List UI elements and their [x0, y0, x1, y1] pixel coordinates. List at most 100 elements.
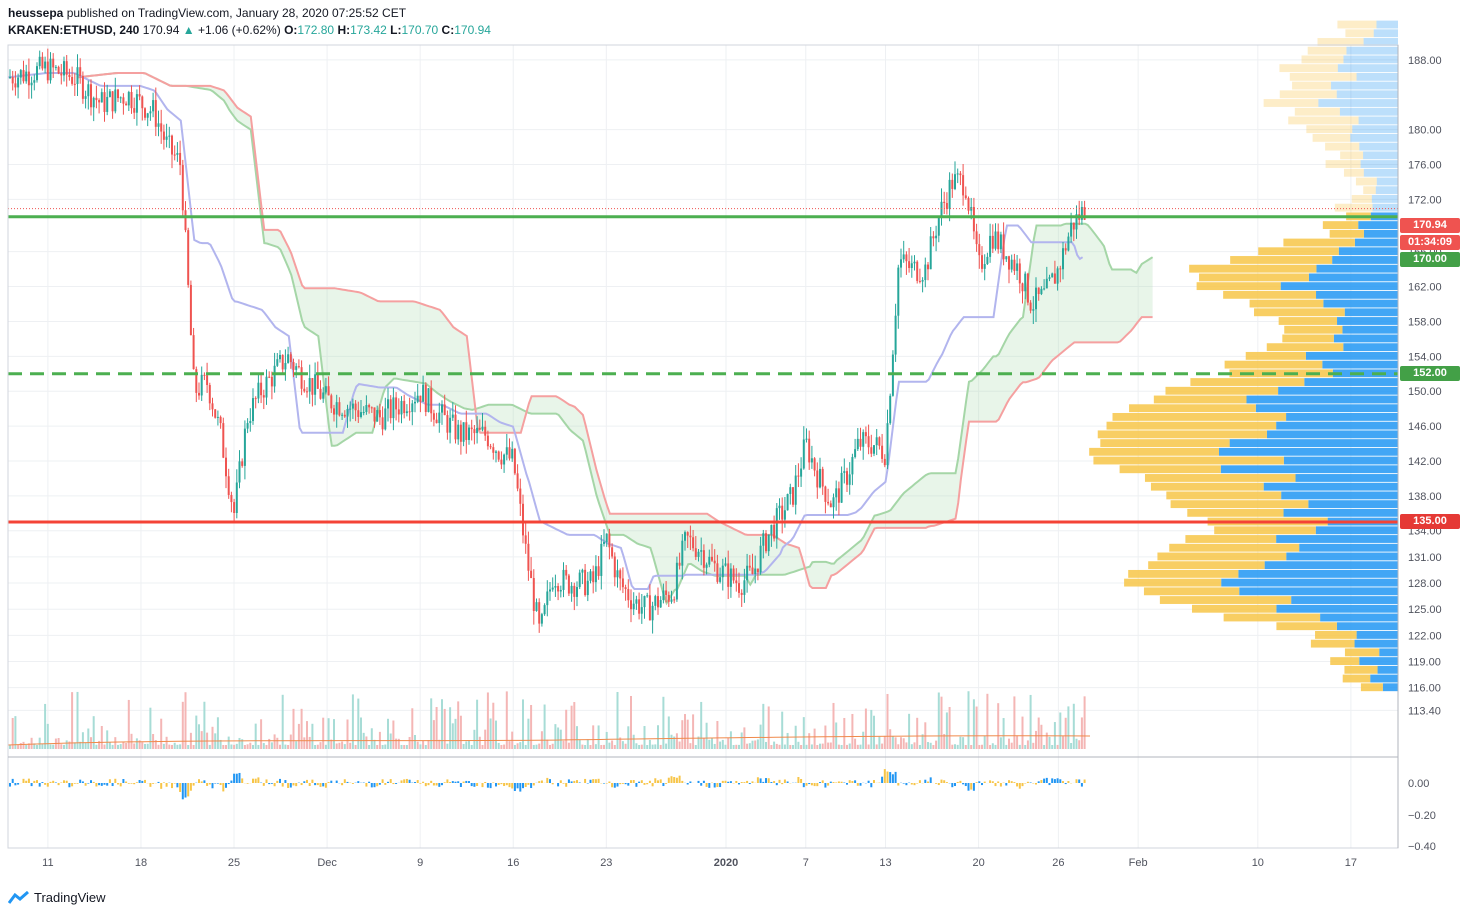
- volume-profile-up: [1382, 683, 1398, 692]
- oscillator-bar: [775, 783, 778, 786]
- candle: [735, 568, 738, 592]
- candle: [1035, 277, 1037, 322]
- volume-bar: [908, 713, 911, 749]
- candle: [211, 397, 214, 417]
- volume-bar: [686, 719, 689, 749]
- candle: [638, 592, 641, 620]
- volume-bar: [1005, 744, 1008, 749]
- candle-body: [106, 96, 109, 112]
- volume-bar: [945, 712, 948, 749]
- candle-body: [576, 587, 578, 597]
- volume-bar: [427, 740, 430, 749]
- candle: [276, 353, 279, 367]
- candle: [384, 397, 387, 431]
- candle-body: [594, 566, 597, 583]
- tradingview-logo-icon: [8, 890, 29, 904]
- candle-body: [108, 91, 111, 97]
- candle: [1059, 265, 1062, 283]
- oscillator-bar: [589, 779, 592, 783]
- volume-bar: [659, 744, 662, 749]
- candle: [135, 89, 138, 126]
- volume-bar: [219, 739, 222, 749]
- candle-body: [981, 255, 983, 269]
- volume-bar: [883, 735, 886, 749]
- volume-bar: [694, 744, 697, 749]
- volume-profile-down: [1166, 491, 1282, 500]
- volume-bar: [462, 744, 465, 749]
- footer-brand[interactable]: TradingView: [8, 890, 106, 905]
- candle: [854, 438, 857, 459]
- candle-body: [900, 259, 902, 268]
- candle-body: [41, 56, 44, 69]
- volume-bar: [627, 726, 630, 749]
- candle: [859, 427, 862, 451]
- candle-body: [846, 471, 848, 485]
- candle-body: [1002, 234, 1005, 260]
- candle-body: [567, 575, 570, 594]
- volume-profile-down: [1342, 674, 1371, 683]
- volume-bar: [532, 744, 535, 749]
- candle-body: [157, 123, 160, 127]
- volume-bar: [1013, 696, 1016, 749]
- candle-body: [743, 580, 746, 595]
- candle: [686, 531, 689, 548]
- oscillator-bar: [662, 783, 665, 787]
- candle-body: [802, 439, 805, 469]
- oscillator-bar: [994, 783, 997, 787]
- volume-bar: [11, 717, 14, 749]
- volume-bar: [365, 736, 368, 749]
- candle: [846, 467, 848, 492]
- candle: [913, 255, 916, 271]
- volume-profile-down: [1344, 648, 1380, 657]
- author[interactable]: heussepa: [8, 6, 64, 20]
- price-axis: 196.00188.00180.00176.00172.00166.00162.…: [1408, 55, 1442, 853]
- candle: [149, 106, 152, 121]
- candle: [108, 88, 111, 98]
- volume-bar: [948, 707, 951, 749]
- candle: [284, 349, 287, 381]
- oscillator-bar: [365, 783, 368, 787]
- candle: [289, 352, 292, 369]
- volume-bar: [314, 745, 317, 749]
- chart-frame: [7, 44, 1399, 849]
- symbol-name[interactable]: KRAKEN:ETHUSD, 240: [8, 23, 140, 37]
- candle-body: [708, 556, 711, 565]
- volume-profile: [1089, 20, 1398, 692]
- volume-profile-up: [1332, 369, 1398, 378]
- candle: [465, 410, 468, 454]
- candle: [878, 436, 881, 450]
- volume-bar: [200, 731, 203, 749]
- volume-profile-up: [1352, 125, 1398, 134]
- oscillator-bar: [144, 779, 146, 783]
- oscillator-bar: [1078, 779, 1081, 783]
- candle: [851, 453, 854, 486]
- candle: [470, 419, 473, 441]
- price-tick-label: 138.00: [1408, 491, 1442, 503]
- candle: [279, 350, 281, 363]
- candle-body: [389, 399, 392, 419]
- candle-body: [659, 600, 662, 608]
- oscillator-bar: [9, 783, 11, 787]
- candle-body: [114, 89, 117, 112]
- candle: [14, 71, 17, 96]
- candle-body: [144, 108, 146, 118]
- oscillator-bar: [1083, 779, 1086, 783]
- oscillator-bar: [63, 780, 65, 783]
- volume-profile-up: [1238, 569, 1398, 578]
- candle: [343, 410, 346, 418]
- oscillator-bar: [894, 771, 897, 783]
- candle-body: [878, 437, 881, 446]
- candle: [711, 543, 713, 562]
- volume-profile-up: [1318, 99, 1398, 107]
- candle-body: [767, 534, 770, 552]
- candle-body: [886, 423, 889, 466]
- oscillator-bar: [408, 779, 411, 783]
- volume-bar: [216, 717, 219, 749]
- volume-bar: [68, 741, 71, 749]
- volume-bar: [273, 734, 276, 749]
- volume-profile-down: [1325, 142, 1360, 151]
- candle-body: [945, 202, 948, 209]
- volume-bar: [1024, 744, 1027, 749]
- candle: [270, 371, 273, 400]
